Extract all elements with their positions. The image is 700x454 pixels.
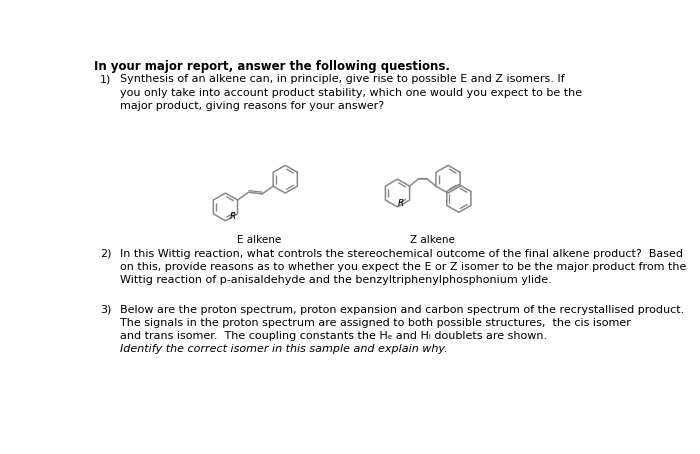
Text: R: R [398, 198, 405, 207]
Text: Identify the correct isomer in this sample and explain why.: Identify the correct isomer in this samp… [120, 344, 448, 354]
Text: In your major report, answer the following questions.: In your major report, answer the followi… [94, 60, 449, 73]
Text: In this Wittig reaction, what controls the stereochemical outcome of the final a: In this Wittig reaction, what controls t… [120, 248, 687, 285]
Text: E alkene: E alkene [237, 236, 281, 246]
Text: Z alkene: Z alkene [410, 236, 455, 246]
Text: 3): 3) [100, 305, 111, 315]
Text: R: R [230, 212, 237, 221]
Text: Below are the proton spectrum, proton expansion and carbon spectrum of the recry: Below are the proton spectrum, proton ex… [120, 305, 685, 341]
Text: 1): 1) [100, 74, 111, 84]
Text: 2): 2) [100, 248, 111, 258]
Text: Synthesis of an alkene can, in principle, give rise to possible E and Z isomers.: Synthesis of an alkene can, in principle… [120, 74, 582, 111]
